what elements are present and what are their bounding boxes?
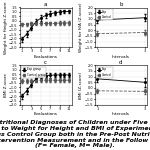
Title: b: b xyxy=(119,2,123,7)
Title: c: c xyxy=(44,60,47,65)
Title: a: a xyxy=(44,2,47,7)
X-axis label: Evaluations: Evaluations xyxy=(34,55,57,59)
Title: d: d xyxy=(119,60,123,65)
Legend: Exp, Control: Exp, Control xyxy=(96,67,113,78)
Y-axis label: BMI Z-score: BMI Z-score xyxy=(4,73,8,97)
Text: Figure 2: Nutritional Diagnoses of Children under Five Years of Age
According to: Figure 2: Nutritional Diagnoses of Child… xyxy=(0,120,150,148)
X-axis label: Intervals: Intervals xyxy=(112,55,130,59)
Y-axis label: BMI (Z-score): BMI (Z-score) xyxy=(79,72,83,99)
Legend: Exp, Control: Exp, Control xyxy=(96,9,113,20)
X-axis label: Intervals: Intervals xyxy=(112,112,130,116)
Legend: Exp group, Control group: Exp group, Control group xyxy=(21,67,46,78)
Y-axis label: Weight for Height Z-score: Weight for Height Z-score xyxy=(4,1,8,54)
X-axis label: Evaluations: Evaluations xyxy=(34,112,57,116)
Y-axis label: Weight for H/A (Z-score): Weight for H/A (Z-score) xyxy=(79,3,83,52)
